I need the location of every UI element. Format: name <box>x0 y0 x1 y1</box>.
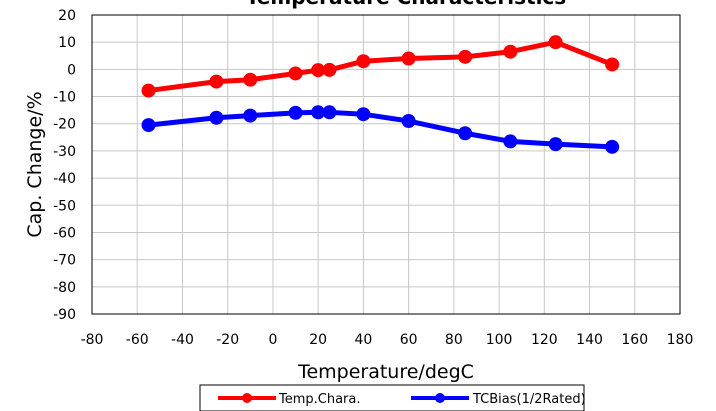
x-tick-label: 120 <box>531 332 558 348</box>
series-1 <box>141 35 620 98</box>
y-tick-label: 20 <box>58 8 76 24</box>
data-point <box>548 137 563 152</box>
legend-item: Temp.Chara. <box>218 392 361 407</box>
x-tick-label: -60 <box>126 332 149 348</box>
data-point <box>288 66 303 81</box>
x-tick-label: 80 <box>445 332 463 348</box>
chart-title: Temperature Characteristics <box>246 0 566 9</box>
legend-swatch-marker <box>242 393 252 403</box>
data-point <box>548 35 563 50</box>
data-point <box>209 110 224 125</box>
x-tick-label: -40 <box>171 332 194 348</box>
data-point <box>605 139 620 154</box>
y-axis-label: Cap. Change/% <box>24 91 46 237</box>
y-tick-label: -60 <box>53 225 76 241</box>
data-point <box>458 126 473 141</box>
x-tick-label: 60 <box>400 332 418 348</box>
data-point <box>503 134 518 149</box>
data-point <box>311 105 326 120</box>
y-tick-label: -10 <box>53 90 76 106</box>
x-axis-ticks: -80 -60 -40 -20 0 20 40 60 80 100 120 140 160 180 <box>81 332 694 348</box>
y-tick-label: -80 <box>53 280 76 296</box>
data-point <box>243 72 258 87</box>
data-point <box>356 54 371 69</box>
plot-frame <box>91 14 681 315</box>
series-layer <box>141 35 620 154</box>
data-point <box>141 83 156 98</box>
y-tick-label: 0 <box>67 62 76 78</box>
y-tick-label: -20 <box>53 117 76 133</box>
legend-item: TCBias(1/2Rated) <box>411 392 586 407</box>
data-point <box>209 74 224 89</box>
data-point <box>141 118 156 133</box>
x-tick-label: 160 <box>621 332 648 348</box>
data-point <box>322 62 337 77</box>
x-axis-label: Temperature/degC <box>297 361 474 383</box>
x-tick-label: 0 <box>268 332 277 348</box>
y-tick-label: 10 <box>58 35 76 51</box>
data-point <box>311 63 326 78</box>
data-point <box>356 107 371 122</box>
x-tick-label: 40 <box>354 332 372 348</box>
legend-label: TCBias(1/2Rated) <box>472 392 586 407</box>
y-tick-label: -30 <box>53 144 76 160</box>
y-tick-label: -40 <box>53 171 76 187</box>
data-point <box>322 105 337 120</box>
legend: Temp.Chara. TCBias(1/2Rated) <box>199 384 586 411</box>
y-axis-ticks: 20 10 0 -10 -20 -30 -40 -50 -60 -70 -80 -90 <box>53 8 76 323</box>
x-tick-label: -80 <box>81 332 104 348</box>
y-tick-label: -50 <box>53 198 76 214</box>
x-tick-label: -20 <box>216 332 239 348</box>
y-tick-label: -70 <box>53 253 76 269</box>
data-point <box>401 51 416 66</box>
legend-swatch-marker <box>435 393 445 403</box>
series-2 <box>141 105 620 154</box>
legend-label: Temp.Chara. <box>278 392 361 407</box>
x-tick-label: 180 <box>667 332 694 348</box>
y-tick-label: -90 <box>53 307 76 323</box>
x-tick-label: 20 <box>309 332 327 348</box>
data-point <box>458 49 473 64</box>
x-tick-label: 140 <box>576 332 603 348</box>
x-tick-label: 100 <box>486 332 513 348</box>
data-point <box>401 114 416 129</box>
data-point <box>605 57 620 72</box>
data-point <box>243 108 258 123</box>
data-point <box>503 44 518 59</box>
data-point <box>288 105 303 120</box>
